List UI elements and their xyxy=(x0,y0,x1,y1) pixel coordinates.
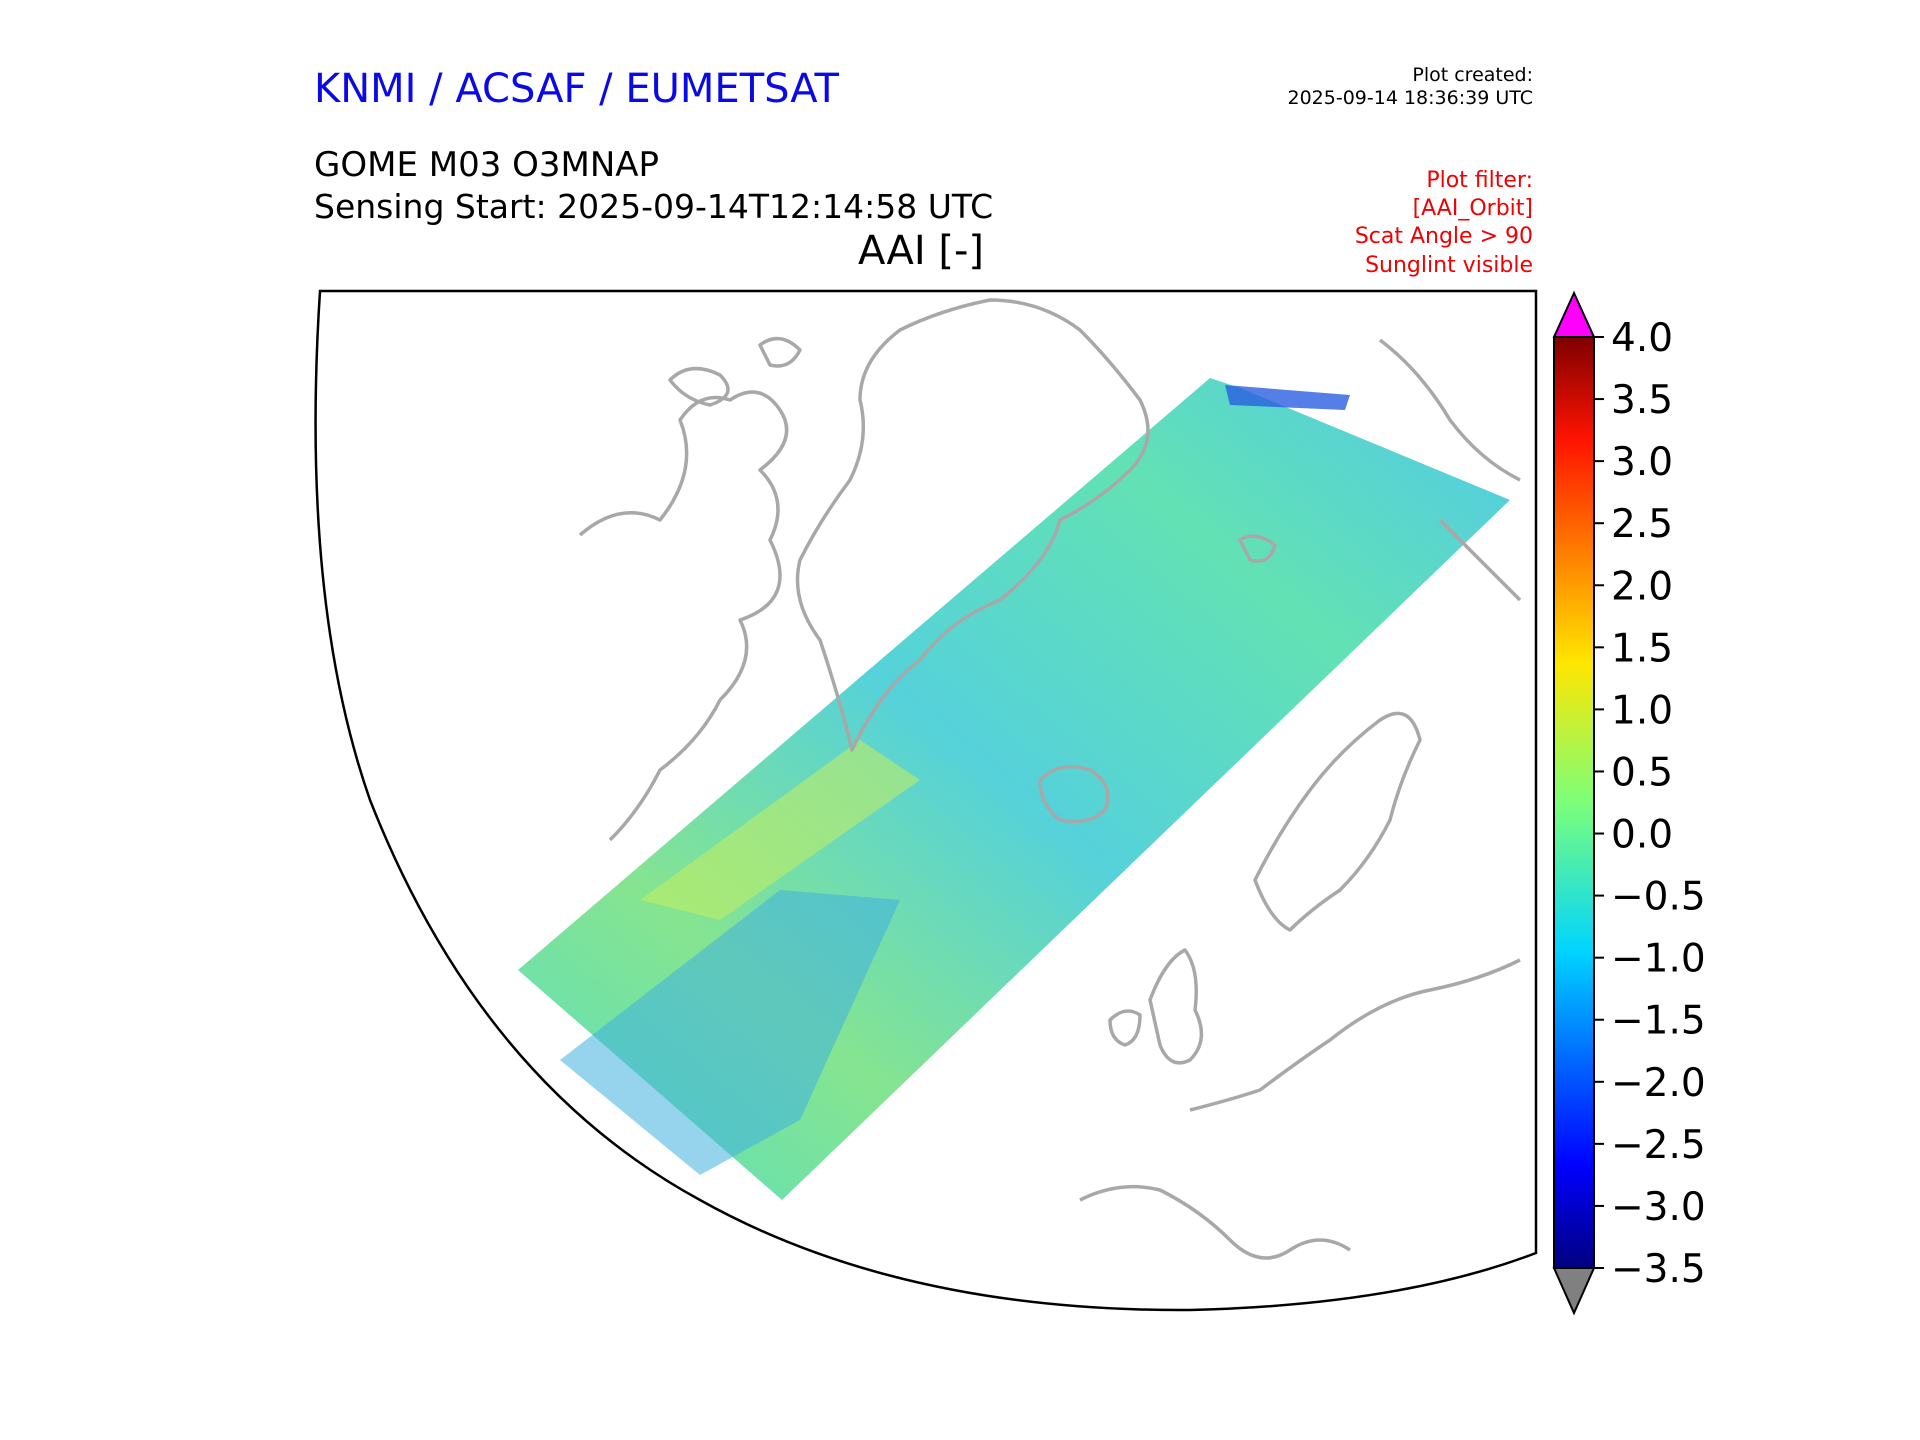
map-area xyxy=(518,298,1522,1260)
coast-north-america xyxy=(578,390,789,842)
coast-russia-north xyxy=(1378,338,1522,602)
map-boundary xyxy=(314,289,1538,1312)
coast-scandinavia xyxy=(1253,711,1422,932)
colorbar-tick-label: 3.0 xyxy=(1611,440,1673,485)
colorbar-extend-under xyxy=(1552,1267,1596,1316)
plot-created-label: Plot created: xyxy=(1412,64,1533,86)
plot-filter-scat-angle: Scat Angle > 90 xyxy=(1354,224,1533,249)
aai-swath-yellow-region xyxy=(640,740,920,920)
organisation-title: KNMI / ACSAF / EUMETSAT xyxy=(314,66,839,112)
sensing-start: Sensing Start: 2025-09-14T12:14:58 UTC xyxy=(314,187,994,226)
colorbar-gradient xyxy=(1553,336,1595,1269)
coastlines xyxy=(578,298,1522,1260)
colorbar-tick-label: 2.0 xyxy=(1611,564,1673,609)
colorbar-extend-over xyxy=(1552,290,1596,338)
coast-europe xyxy=(1079,958,1521,1260)
colorbar-tick-label: 4.0 xyxy=(1611,316,1673,361)
colorbar-tick-label: 3.5 xyxy=(1611,378,1673,423)
colorbar-tick-label: −3.0 xyxy=(1611,1185,1706,1230)
coast-britain xyxy=(1148,948,1204,1065)
coast-ireland xyxy=(1108,1009,1142,1047)
coast-greenland xyxy=(795,298,1150,752)
colorbar-tick-label: −3.5 xyxy=(1611,1247,1706,1292)
variable-title: AAI [-] xyxy=(858,228,984,274)
colorbar-tick-label: −1.5 xyxy=(1611,999,1706,1044)
coast-iceland xyxy=(1038,764,1110,823)
colorbar-tick-label: −0.5 xyxy=(1611,875,1706,920)
colorbar-tick-label: −2.5 xyxy=(1611,1123,1706,1168)
colorbar-tick-label: 0.5 xyxy=(1611,750,1673,795)
plot-filter-orbit: [AAI_Orbit] xyxy=(1412,196,1533,221)
colorbar-ticks: 4.0 3.5 3.0 2.5 2.0 1.5 1.0 0.5 0.0 −0.5 −1.0 −1.5 −… xyxy=(1594,316,1706,1292)
colorbar-tick-label: −1.0 xyxy=(1611,937,1706,982)
plot-filter-heading: Plot filter: xyxy=(1426,168,1533,193)
colorbar-tick-label: 0.0 xyxy=(1611,813,1673,858)
colorbar-tick-label: 1.5 xyxy=(1611,626,1673,671)
plot-created-timestamp: 2025-09-14 18:36:39 UTC xyxy=(1287,87,1534,109)
product-name: GOME M03 O3MNAP xyxy=(314,145,660,185)
colorbar-tick-label: −2.0 xyxy=(1611,1061,1706,1106)
plot-filter-sunglint: Sunglint visible xyxy=(1365,253,1533,278)
colorbar-tick-label: 1.0 xyxy=(1611,688,1673,733)
coast-svalbard xyxy=(1238,534,1277,563)
coast-canada-islands xyxy=(668,336,802,407)
aai-swath-north-edge xyxy=(1225,385,1350,410)
aai-swath-dense-region xyxy=(560,890,900,1175)
colorbar-tick-label: 2.5 xyxy=(1611,502,1673,547)
colorbar: 4.0 3.5 3.0 2.5 2.0 1.5 1.0 0.5 0.0 −0.5 −1.0 −1.5 −… xyxy=(1552,290,1706,1316)
